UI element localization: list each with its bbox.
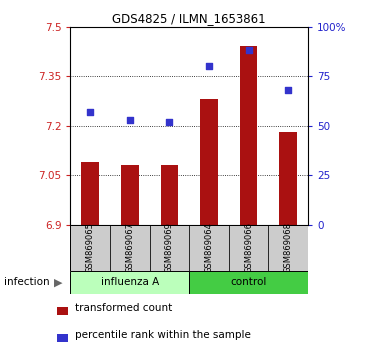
Bar [189,225,229,271]
Bar [70,225,110,271]
Bar [150,225,189,271]
Point [246,47,252,53]
Text: GSM869068: GSM869068 [284,222,293,273]
Point [87,109,93,115]
Text: transformed count: transformed count [75,303,172,313]
Bar [70,271,189,294]
Bar [57,307,68,315]
Text: ▶: ▶ [54,277,62,287]
Text: GSM869066: GSM869066 [244,222,253,273]
Bar [240,46,257,225]
Bar [161,165,178,225]
Text: GSM869069: GSM869069 [165,222,174,273]
Bar [279,132,297,225]
Bar [81,162,99,225]
Text: GSM869065: GSM869065 [86,222,95,273]
Bar [110,225,150,271]
Text: influenza A: influenza A [101,277,159,287]
Point [285,87,291,93]
Point [167,119,173,125]
Bar [57,334,68,342]
Bar [200,99,218,225]
Point [206,63,212,69]
Text: GSM869064: GSM869064 [204,222,213,273]
Bar [268,225,308,271]
Bar [189,271,308,294]
Point [127,117,133,122]
Text: control: control [230,277,267,287]
Text: GSM869067: GSM869067 [125,222,134,273]
Text: percentile rank within the sample: percentile rank within the sample [75,330,251,339]
Text: infection: infection [4,277,49,287]
Title: GDS4825 / ILMN_1653861: GDS4825 / ILMN_1653861 [112,12,266,25]
Bar [229,225,268,271]
Bar [121,165,139,225]
